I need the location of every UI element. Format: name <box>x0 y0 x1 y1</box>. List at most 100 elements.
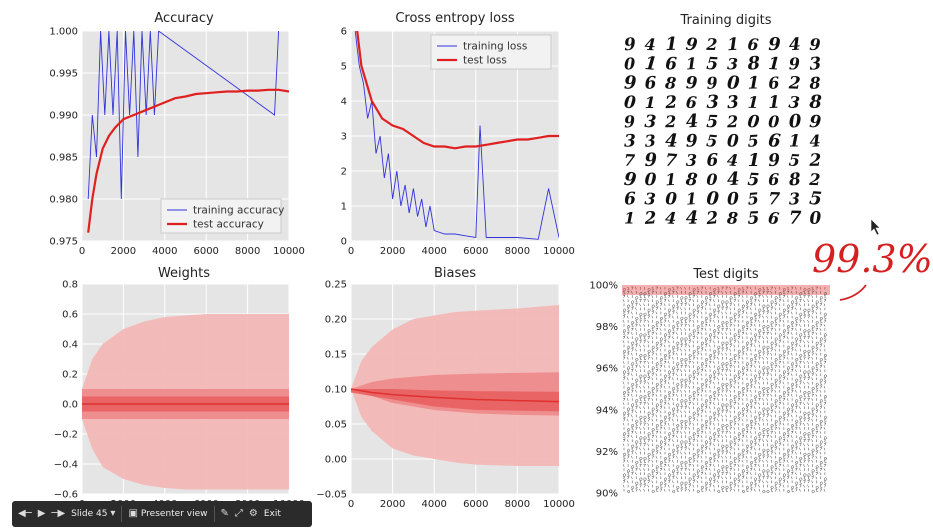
loss-chart: Cross entropy loss 0 2000 4000 6000 8000 1000… <box>341 11 575 257</box>
test-digit-row <box>622 311 827 316</box>
training-digit: 9 <box>623 112 635 132</box>
training-digit: 6 <box>685 93 697 113</box>
test-digit-row <box>623 286 826 292</box>
training-digit: 6 <box>768 170 779 189</box>
exit-button[interactable]: Exit <box>264 509 281 519</box>
test-digit-row <box>623 365 826 370</box>
test-digit-row <box>622 299 827 304</box>
series-line-test-loss <box>356 31 559 150</box>
training-digit: 4 <box>644 35 656 54</box>
training-digit: 0 <box>726 72 740 94</box>
test-digit-row <box>623 294 827 300</box>
training-digit: 0 <box>665 189 677 209</box>
training-digit: 7 <box>768 189 781 209</box>
y-tick-label: 6 <box>341 27 347 38</box>
test-digit-row <box>623 410 826 415</box>
presenter-view-button[interactable]: ▣ Presenter view <box>128 509 208 520</box>
training-digit: 0 <box>706 188 720 210</box>
slide-selector[interactable]: Slide 45 ▾ <box>71 508 116 520</box>
legend-entry: test accuracy <box>193 219 264 231</box>
legend-entry: training loss <box>463 41 527 53</box>
legend-entry: test loss <box>463 55 507 67</box>
y-tick-label: −0.2 <box>54 430 78 441</box>
training-digit: 0 <box>727 189 739 209</box>
play-icon[interactable]: ▶ <box>37 508 46 519</box>
training-digit: 3 <box>727 54 738 73</box>
training-digit: 8 <box>664 73 677 93</box>
test-digit-row <box>623 336 827 341</box>
training-digit: 1 <box>727 35 740 56</box>
training-digit: 7 <box>664 150 678 171</box>
training-digit: 7 <box>789 208 802 229</box>
training-digit: 2 <box>664 92 678 113</box>
test-digit-row <box>622 422 827 428</box>
x-tick-label: 10000 <box>543 499 575 510</box>
legend-box <box>430 34 552 70</box>
y-tick-label: 0.995 <box>49 69 78 80</box>
test-digit-row <box>622 290 827 296</box>
test-digits-title: Test digits <box>692 267 759 282</box>
legend: training loss test loss <box>430 34 552 70</box>
training-digit: 1 <box>665 34 678 55</box>
training-digit: 6 <box>767 208 780 228</box>
x-tick-label: 0 <box>348 499 354 510</box>
weights-title: Weights <box>158 266 210 281</box>
legend: training accuracy test accuracy <box>160 198 284 234</box>
training-digit: 5 <box>706 54 719 75</box>
training-digit: 8 <box>746 53 761 75</box>
training-digit: 1 <box>685 54 697 74</box>
training-digits-panel: Training digits 9 4 1 9 2 1 6 9 4 90 1 6 1 5 3 8 1 9 39 6 8 9… <box>623 13 823 229</box>
training-digit: 9 <box>809 112 822 133</box>
training-digit: 3 <box>644 112 657 133</box>
training-digit: 0 <box>768 112 779 131</box>
training-digit: 9 <box>685 35 699 56</box>
mean-line <box>351 388 559 403</box>
training-digit: 3 <box>644 189 656 209</box>
test-digit-row <box>622 414 827 419</box>
fullscreen-icon[interactable]: ⤢ <box>234 508 243 519</box>
x-tick-label: 0 <box>348 246 354 257</box>
training-digit: 5 <box>747 170 760 191</box>
next-arrow-icon[interactable]: ─▶ <box>51 508 66 519</box>
gear-icon[interactable]: ⚙ <box>248 508 258 519</box>
y-tick-label: −0.05 <box>316 490 347 501</box>
training-digit: 5 <box>747 189 760 209</box>
x-tick-label: 8000 <box>505 246 530 257</box>
test-digit-row <box>623 323 826 329</box>
test-digit-row <box>622 393 827 399</box>
accuracy-chart: Accuracy 0 2000 4000 6000 8000 10000 0.975 0.98… <box>49 11 305 257</box>
training-digit: 0 <box>727 131 739 151</box>
test-digit-row <box>622 455 827 460</box>
biases-title: Biases <box>434 266 476 281</box>
training-digit: 5 <box>706 112 719 132</box>
test-digit-row <box>623 327 826 333</box>
training-digit: 1 <box>747 93 759 112</box>
accuracy-annotation: 99.3% <box>812 237 933 301</box>
chevron-down-icon: ▾ <box>110 508 116 519</box>
training-digit: 4 <box>726 150 738 170</box>
test-digit-row <box>622 476 827 481</box>
training-digit: 3 <box>686 151 697 170</box>
test-digit-row <box>623 426 826 432</box>
training-digit: 3 <box>624 131 636 151</box>
plot-marks <box>87 31 289 233</box>
training-digit: 2 <box>808 151 821 171</box>
test-digit-row <box>623 307 826 312</box>
test-digit-row <box>623 344 826 349</box>
x-tick-label: 8000 <box>235 246 260 257</box>
training-digit: 6 <box>767 73 780 93</box>
training-digit: 8 <box>684 170 698 191</box>
y-tick-label: 5 <box>341 62 347 73</box>
training-digit: 6 <box>706 150 719 171</box>
training-digit: 5 <box>747 208 760 228</box>
plot-marks <box>351 305 559 466</box>
x-tick-label: 2000 <box>380 499 405 510</box>
pen-icon[interactable]: ✎ <box>220 508 229 519</box>
test-digit-row <box>623 418 827 423</box>
biases-chart: Biases 0 2000 4000 6000 8000 10000 −0.05 0.00 0.… <box>316 266 575 510</box>
presenter-view-label: Presenter view <box>140 509 208 519</box>
training-digit: 9 <box>644 150 658 171</box>
previous-arrow-icon[interactable]: ◀─ <box>18 508 32 519</box>
test-digit-row <box>623 315 827 320</box>
